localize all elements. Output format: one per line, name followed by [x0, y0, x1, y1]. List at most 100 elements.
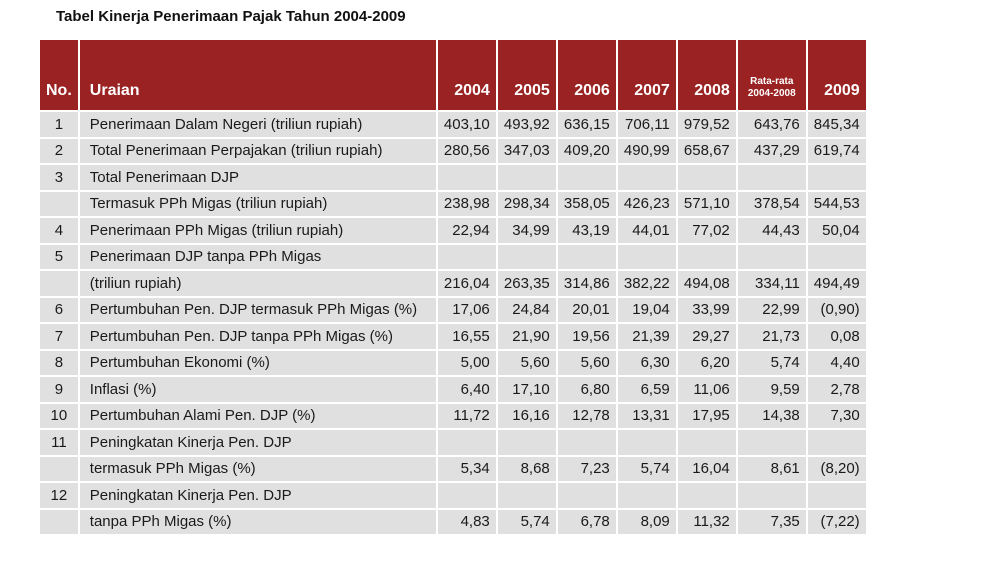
row-value: 494,49 — [807, 271, 866, 296]
row-value: 494,08 — [677, 271, 736, 296]
header-average-line2: 2004-2008 — [747, 88, 796, 99]
row-value: 21,39 — [617, 324, 676, 349]
row-value — [737, 165, 806, 190]
row-value: 382,22 — [617, 271, 676, 296]
row-value — [807, 165, 866, 190]
row-value: 24,84 — [497, 297, 556, 322]
table-body: 1 Penerimaan Dalam Negeri (triliun rupiah… — [40, 112, 866, 534]
row-value: 5,34 — [437, 456, 496, 481]
row-value: 636,15 — [557, 112, 616, 137]
row-value: 44,43 — [737, 218, 806, 243]
row-value: 21,90 — [497, 324, 556, 349]
performance-table: No. Uraian 2004 2005 2006 2007 2008 Rata… — [38, 38, 868, 536]
row-value — [437, 430, 496, 455]
row-value — [617, 244, 676, 269]
row-value: 6,20 — [677, 350, 736, 375]
table-row: Termasuk PPh Migas (triliun rupiah) 238,9… — [40, 191, 866, 216]
row-value — [737, 430, 806, 455]
row-value — [497, 483, 556, 508]
table-row: termasuk PPh Migas (%) 5,34 8,68 7,23 5,74 16… — [40, 456, 866, 481]
header-average: Rata-rata 2004-2008 — [737, 40, 806, 110]
row-value: 8,61 — [737, 456, 806, 481]
row-value: 33,99 — [677, 297, 736, 322]
row-value: 6,59 — [617, 377, 676, 402]
row-value — [807, 244, 866, 269]
row-value — [497, 165, 556, 190]
row-value: 5,60 — [557, 350, 616, 375]
row-value: 2,78 — [807, 377, 866, 402]
row-number: 4 — [40, 218, 78, 243]
header-2008: 2008 — [677, 40, 736, 110]
row-value: 16,04 — [677, 456, 736, 481]
row-value: 7,23 — [557, 456, 616, 481]
row-value: 22,99 — [737, 297, 806, 322]
row-value: 845,34 — [807, 112, 866, 137]
row-value — [557, 483, 616, 508]
row-value: 5,00 — [437, 350, 496, 375]
row-uraian: Total Penerimaan Perpajakan (triliun rup… — [79, 138, 436, 163]
row-value — [807, 483, 866, 508]
row-value — [807, 430, 866, 455]
row-value: 0,08 — [807, 324, 866, 349]
row-number: 2 — [40, 138, 78, 163]
header-uraian: Uraian — [79, 40, 436, 110]
row-number: 7 — [40, 324, 78, 349]
row-number: 11 — [40, 430, 78, 455]
row-value: 658,67 — [677, 138, 736, 163]
row-value — [737, 244, 806, 269]
row-value: 571,10 — [677, 191, 736, 216]
table-row: 5 Penerimaan DJP tanpa PPh Migas — [40, 244, 866, 269]
row-uraian: Penerimaan Dalam Negeri (triliun rupiah) — [79, 112, 436, 137]
row-value: 9,59 — [737, 377, 806, 402]
row-value — [437, 244, 496, 269]
row-value: 14,38 — [737, 403, 806, 428]
row-uraian: (triliun rupiah) — [79, 271, 436, 296]
row-value: 5,74 — [617, 456, 676, 481]
row-value: 44,01 — [617, 218, 676, 243]
row-value: 7,35 — [737, 509, 806, 534]
row-value — [557, 165, 616, 190]
row-uraian: termasuk PPh Migas (%) — [79, 456, 436, 481]
row-uraian: Pertumbuhan Alami Pen. DJP (%) — [79, 403, 436, 428]
row-value — [437, 483, 496, 508]
row-value: 979,52 — [677, 112, 736, 137]
row-value — [557, 430, 616, 455]
row-value: 21,73 — [737, 324, 806, 349]
row-uraian: Total Penerimaan DJP — [79, 165, 436, 190]
row-uraian: Peningkatan Kinerja Pen. DJP — [79, 430, 436, 455]
row-value: 5,60 — [497, 350, 556, 375]
row-value: 216,04 — [437, 271, 496, 296]
row-value: (7,22) — [807, 509, 866, 534]
row-value: (0,90) — [807, 297, 866, 322]
row-value: 6,78 — [557, 509, 616, 534]
row-value: 619,74 — [807, 138, 866, 163]
header-average-line1: Rata-rata — [750, 76, 794, 87]
row-value: 11,06 — [677, 377, 736, 402]
header-2006: 2006 — [557, 40, 616, 110]
row-uraian: Termasuk PPh Migas (triliun rupiah) — [79, 191, 436, 216]
row-value — [617, 430, 676, 455]
row-value: 314,86 — [557, 271, 616, 296]
row-value — [677, 244, 736, 269]
row-value: 8,68 — [497, 456, 556, 481]
row-value: 238,98 — [437, 191, 496, 216]
row-value: 358,05 — [557, 191, 616, 216]
table-row: 1 Penerimaan Dalam Negeri (triliun rupiah… — [40, 112, 866, 137]
row-value: 77,02 — [677, 218, 736, 243]
header-2005: 2005 — [497, 40, 556, 110]
row-value: 7,30 — [807, 403, 866, 428]
header-2009: 2009 — [807, 40, 866, 110]
row-number: 6 — [40, 297, 78, 322]
row-number: 10 — [40, 403, 78, 428]
table-row: 11 Peningkatan Kinerja Pen. DJP — [40, 430, 866, 455]
row-value: 6,30 — [617, 350, 676, 375]
row-uraian: Penerimaan DJP tanpa PPh Migas — [79, 244, 436, 269]
row-number: 1 — [40, 112, 78, 137]
row-uraian: Pertumbuhan Ekonomi (%) — [79, 350, 436, 375]
row-value: 5,74 — [737, 350, 806, 375]
row-value: 6,40 — [437, 377, 496, 402]
row-value: 378,54 — [737, 191, 806, 216]
row-value: 13,31 — [617, 403, 676, 428]
row-value: 4,83 — [437, 509, 496, 534]
row-value — [617, 165, 676, 190]
